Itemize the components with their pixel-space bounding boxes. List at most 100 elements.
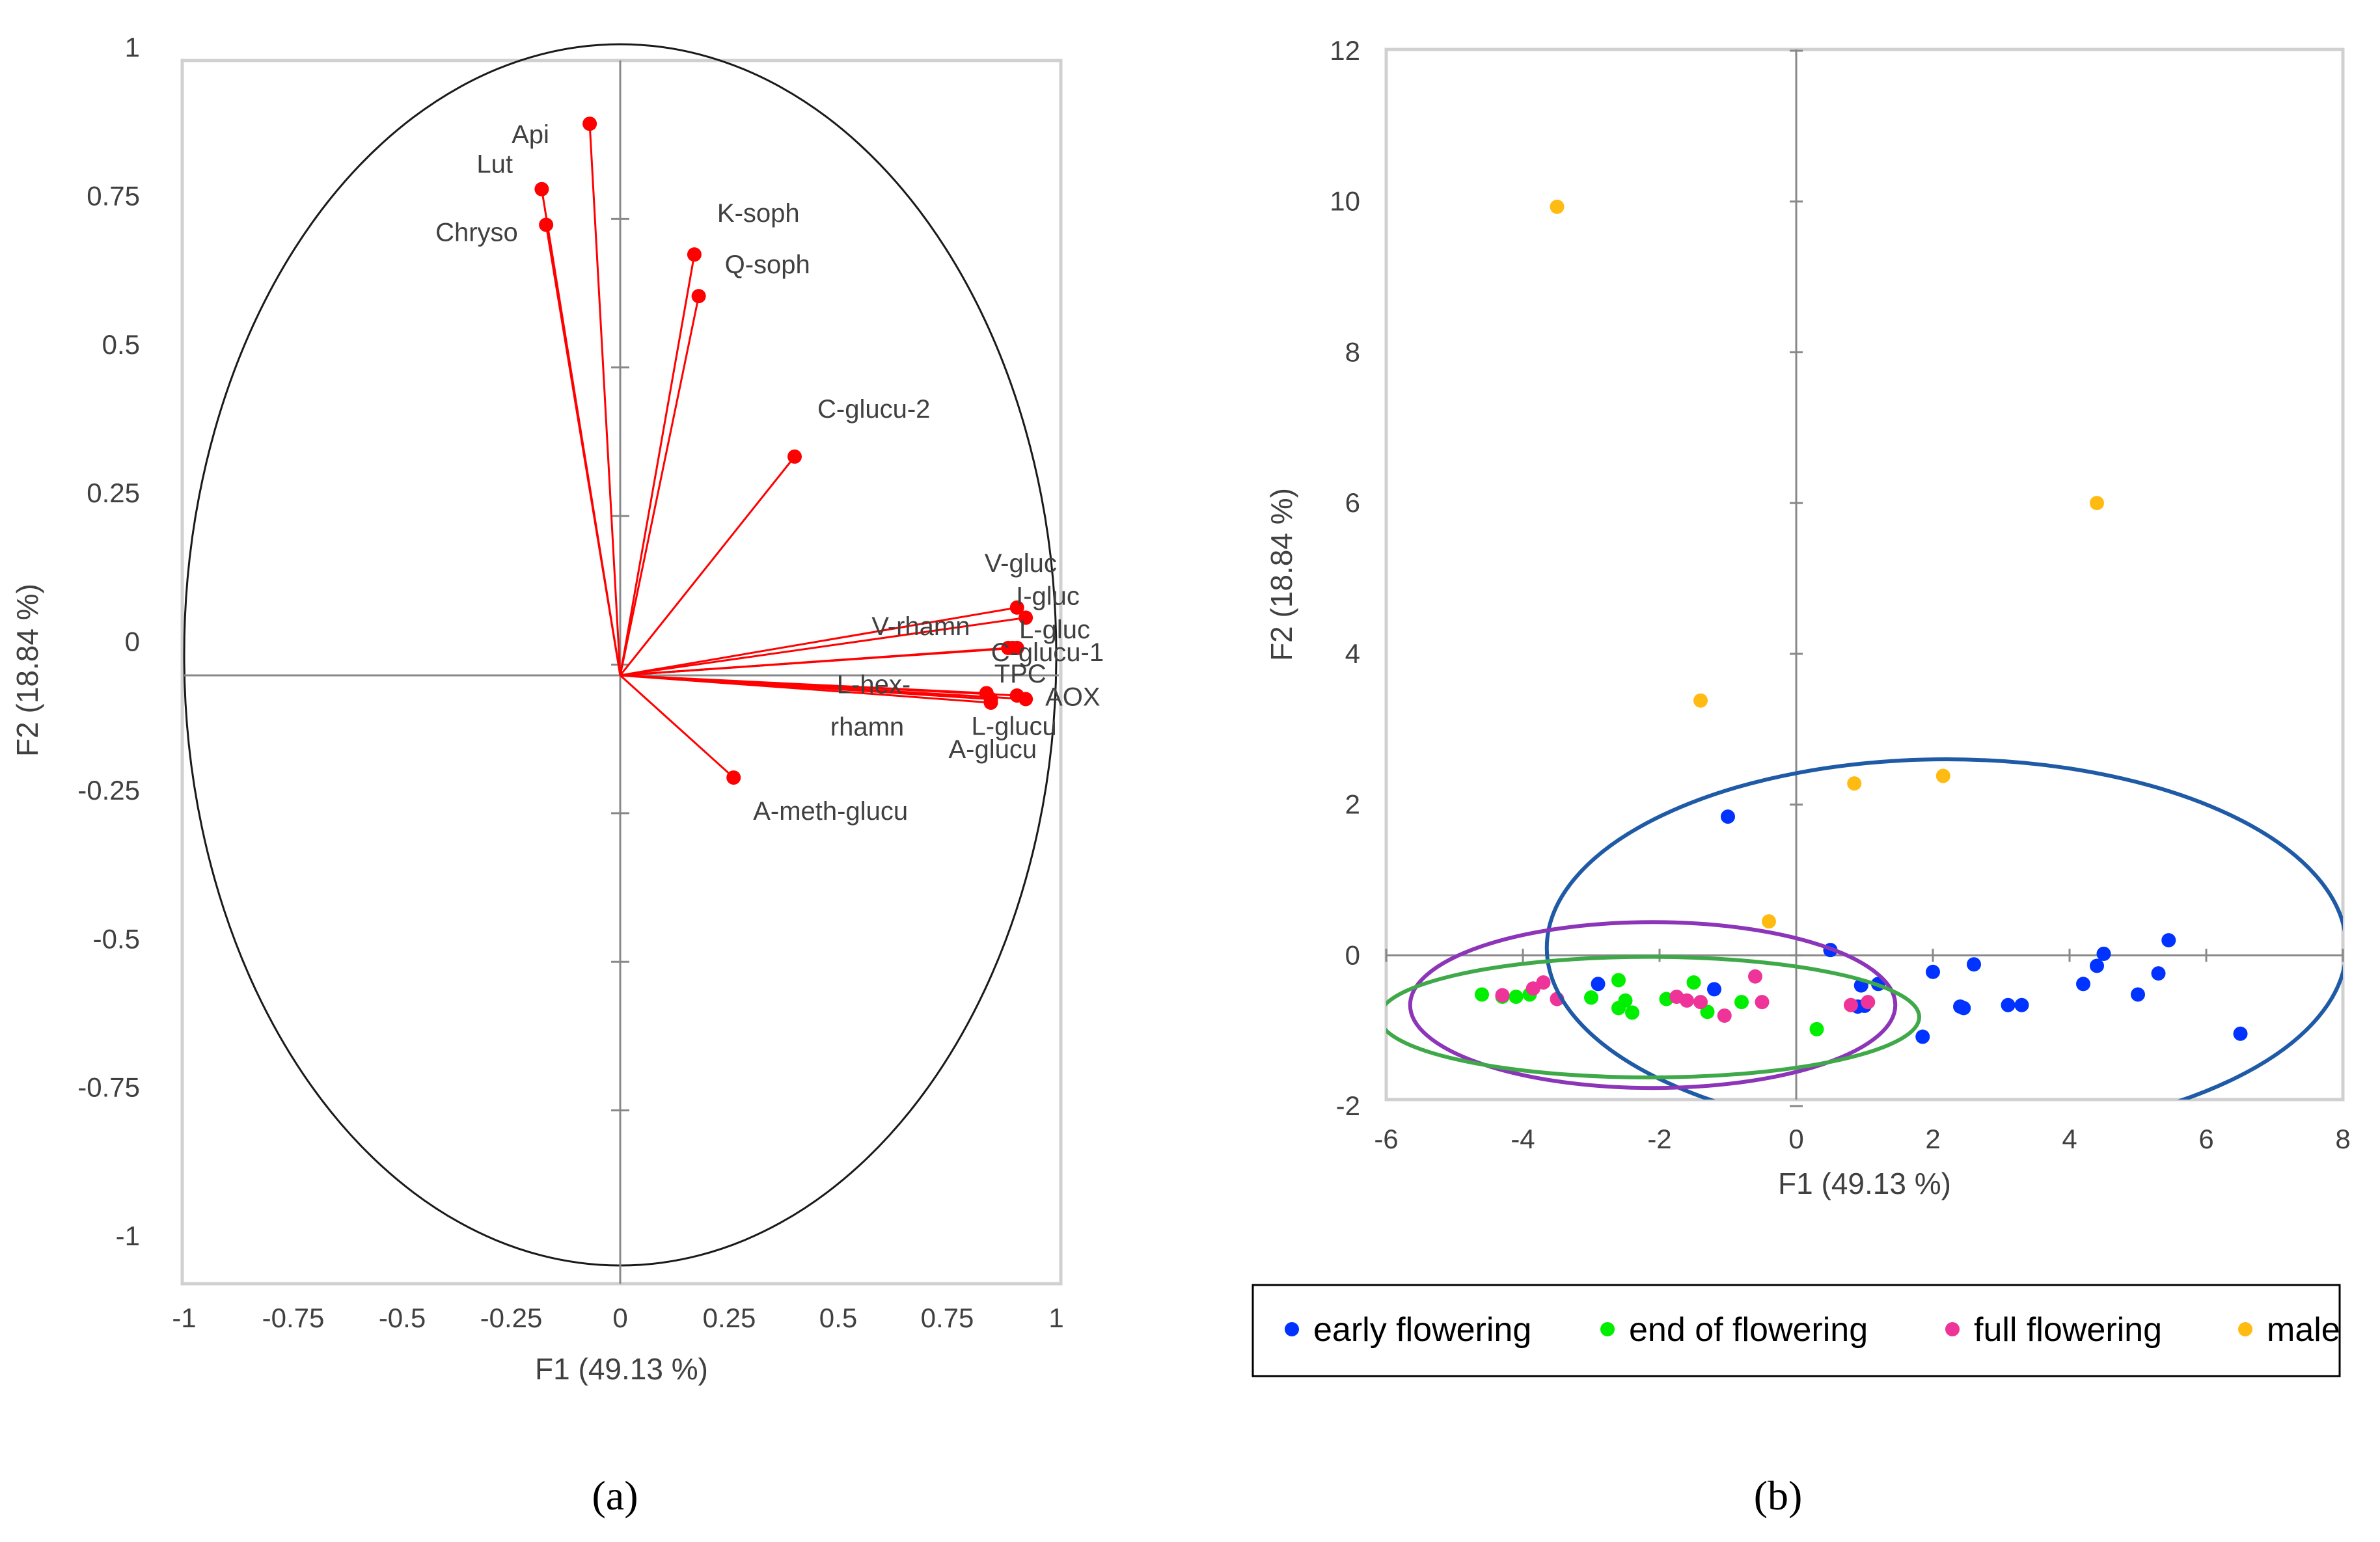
variable-label: C-glucu-2	[817, 395, 930, 424]
panel-b-y-tick-label: 4	[1345, 638, 1360, 669]
panel-a-caption: (a)	[592, 1472, 638, 1519]
legend-marker-early-flowering	[1285, 1322, 1299, 1336]
panel-b-x-tick-label: -4	[1511, 1124, 1535, 1154]
vector-tip-a-meth-glucu	[726, 770, 741, 785]
panel-b-scores-plot: -6 -4 -2 0 2 4 6 8 12 10 8 6 4 2 0 -2 F1 (49.13 %) F2 …	[1252, 35, 2351, 1519]
panel-b-y-tick-label: -2	[1336, 1090, 1360, 1121]
legend-label-early-flowering: early flowering	[1313, 1311, 1531, 1349]
variable-label: A-glucu	[949, 735, 1037, 764]
panel-b-x-tick-label: -2	[1647, 1124, 1671, 1154]
variable-label: Q-soph	[725, 250, 810, 279]
point-early-flowering	[2161, 933, 2176, 948]
legend-marker-full-flowering	[1945, 1322, 1960, 1336]
panel-a-y-tick-label: -0.75	[77, 1072, 140, 1103]
panel-b-y-axis-title: F2 (18.84 %)	[1265, 488, 1298, 661]
point-full-flowering	[1680, 993, 1694, 1008]
variable-label: rhamn	[830, 712, 904, 741]
vector-tip-lut	[534, 182, 549, 196]
variable-label: L-hex-	[837, 670, 910, 699]
panel-b-ellipses	[1386, 757, 2343, 1100]
point-male	[1550, 199, 1565, 214]
panel-a-x-tick-label: -0.25	[480, 1303, 543, 1333]
point-end-of-flowering	[1625, 1005, 1639, 1020]
panel-a-y-tick-label: -1	[116, 1221, 140, 1251]
panel-b-points	[1475, 199, 2248, 1044]
panel-a-x-tick-label: 1	[1048, 1303, 1063, 1333]
vector-tip-api	[582, 116, 597, 131]
point-full-flowering	[1717, 1008, 1732, 1023]
vector-k-soph	[619, 254, 696, 676]
point-early-flowering	[2151, 966, 2166, 981]
vector-tip-c-glucu-2	[787, 449, 802, 464]
panel-a-y-tick-label: 0	[125, 627, 140, 657]
panel-a-x-tick-labels: -1 -0.75 -0.5 -0.25 0 0.25 0.5 0.75 1	[172, 1303, 1063, 1333]
panel-b-x-tick-labels: -6 -4 -2 0 2 4 6 8	[1374, 1124, 2350, 1154]
point-early-flowering	[2131, 987, 2145, 1002]
panel-b-x-tick-label: 0	[1788, 1124, 1803, 1154]
variable-label: L-glucu	[972, 712, 1057, 740]
variable-label: Api	[512, 120, 549, 149]
ellipse-early-flowering	[1544, 757, 2343, 1100]
variable-label: Chryso	[435, 219, 518, 247]
vector-tip-c-glucu-1	[1009, 640, 1024, 655]
panel-b-plot-area	[1384, 47, 2345, 1102]
point-full-flowering	[1495, 988, 1510, 1003]
panel-b-y-tick-label: 12	[1330, 35, 1360, 66]
vector-tip-a-glucu	[983, 695, 998, 710]
legend: early flowering end of flowering full flow…	[1252, 1284, 2341, 1377]
point-end-of-flowering	[1734, 995, 1749, 1010]
variable-label: C-glucu-1	[991, 638, 1104, 667]
panel-b-x-tick-label: 6	[2198, 1124, 2213, 1154]
variable-label: A-meth-glucu	[753, 797, 908, 826]
point-early-flowering	[2096, 946, 2111, 961]
panel-b-caption: (b)	[1754, 1472, 1803, 1519]
point-end-of-flowering	[1611, 973, 1626, 988]
panel-a-x-tick-label: 0.25	[703, 1303, 756, 1333]
variable-label: Lut	[476, 150, 513, 179]
vector-c-glucu-1	[620, 647, 1017, 677]
panel-b-y-tick-label: 6	[1345, 487, 1360, 518]
panel-a-x-tick-label: 0.75	[921, 1303, 974, 1333]
point-early-flowering	[2014, 997, 2029, 1012]
vector-tip-chryso	[539, 217, 554, 232]
point-early-flowering	[2001, 997, 2016, 1012]
vector-tip-q-soph	[691, 289, 706, 304]
point-early-flowering	[2090, 958, 2104, 973]
panel-b-x-axis-title: F1 (49.13 %)	[1778, 1167, 1951, 1200]
panel-a-vectors	[540, 124, 1026, 779]
panel-b-x-tick-label: 2	[1925, 1124, 1940, 1154]
panel-a-y-tick-label: 0.25	[87, 478, 140, 508]
variable-label: AOX	[1045, 683, 1100, 711]
panel-b-x-tick-label: 4	[2062, 1124, 2077, 1154]
panel-a-y-tick-label: -0.25	[77, 775, 140, 805]
vector-chryso	[545, 224, 622, 676]
point-full-flowering	[1844, 997, 1858, 1012]
panel-a-x-tick-label: -1	[172, 1303, 196, 1333]
point-early-flowering	[2233, 1026, 2248, 1041]
vector-q-soph	[619, 295, 700, 676]
point-end-of-flowering	[1584, 990, 1598, 1005]
point-male	[1847, 776, 1862, 791]
legend-box	[1252, 1284, 2341, 1377]
vector-tip-k-soph	[687, 247, 702, 262]
vector-tip-v-gluc	[1009, 600, 1024, 615]
panel-b-y-tick-label: 0	[1345, 940, 1360, 970]
variable-label: V-gluc	[985, 549, 1057, 578]
point-end-of-flowering	[1509, 990, 1524, 1005]
panel-a-x-tick-label: 0.5	[819, 1303, 857, 1333]
point-male	[1762, 914, 1776, 929]
ellipse-full-flowering	[1408, 920, 1898, 1090]
panel-a-y-tick-label: 0.75	[87, 180, 140, 211]
point-male	[1935, 768, 1950, 783]
point-full-flowering	[1525, 981, 1540, 996]
legend-marker-male	[2238, 1322, 2252, 1336]
panel-b-y-tick-label: 2	[1345, 789, 1360, 820]
legend-marker-end-of-flowering	[1600, 1322, 1615, 1336]
point-full-flowering	[1755, 995, 1770, 1010]
panel-a-y-tick-label: -0.5	[93, 923, 140, 954]
legend-label-end-of-flowering: end of flowering	[1629, 1311, 1868, 1349]
point-early-flowering	[1967, 957, 1981, 972]
